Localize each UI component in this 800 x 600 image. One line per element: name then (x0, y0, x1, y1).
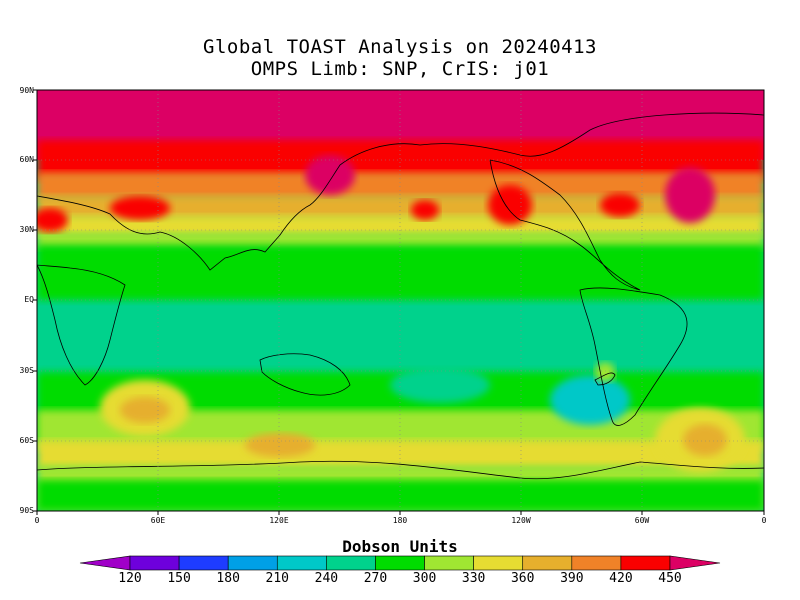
lat-label-30n: 30N (19, 225, 34, 234)
colorbar-level-label: 450 (658, 571, 682, 586)
colorbar-level-label: 330 (461, 571, 486, 586)
colorbar-level-label: 390 (560, 571, 584, 586)
colorbar-level-label: 300 (412, 571, 437, 586)
colorbar-level-label: 180 (216, 571, 240, 586)
colorbar-level-label: 270 (363, 571, 388, 586)
lon-label-120e: 120E (269, 516, 289, 525)
colorbar-swatch (571, 555, 622, 571)
map-title-line1: Global TOAST Analysis on 20240413 (203, 36, 597, 58)
lon-label-120w: 120W (511, 516, 531, 525)
colorbar-level-label: 360 (510, 571, 535, 586)
lat-label-30s: 30S (19, 366, 34, 375)
colorbar-level-label: 210 (265, 571, 290, 586)
colorbar-level-label: 150 (167, 571, 191, 586)
map-title-line2: OMPS Limb: SNP, CrIS: j01 (250, 58, 550, 80)
colorbar-swatch (522, 555, 573, 571)
coastlines (37, 112, 764, 480)
lon-label-60e: 60E (150, 516, 166, 525)
lat-label-60n: 60N (19, 155, 34, 164)
colorbar-extend-high (669, 555, 721, 571)
colorbar-level-label: 420 (609, 571, 633, 586)
colorbar-swatch (424, 555, 474, 571)
colorbar-title: Dobson Units (342, 537, 458, 556)
lat-label-60s: 60S (19, 436, 34, 445)
colorbar-swatch (129, 555, 180, 571)
lon-label-60w: 60W (634, 516, 650, 525)
axis-ticks (33, 89, 765, 515)
colorbar-level-label: 120 (118, 571, 142, 586)
ozone-field (37, 90, 764, 511)
lon-label-0-west: 0 (34, 516, 40, 525)
lat-label-90s: 90S (19, 506, 34, 515)
colorbar-swatch (326, 555, 376, 571)
colorbar-extend-low (79, 555, 131, 571)
colorbar-swatch (227, 555, 278, 571)
colorbar-swatch (620, 555, 671, 571)
lon-label-180: 180 (392, 516, 408, 525)
colorbar (79, 555, 721, 571)
colorbar-swatch (473, 555, 524, 571)
lat-label-eq: EQ (24, 295, 34, 304)
colorbar-swatch (276, 555, 327, 571)
colorbar-swatch (375, 555, 425, 571)
colorbar-swatch (178, 555, 229, 571)
lat-label-90n: 90N (19, 86, 34, 95)
lon-label-0-east: 0 (761, 516, 767, 525)
colorbar-level-label: 240 (314, 571, 339, 586)
